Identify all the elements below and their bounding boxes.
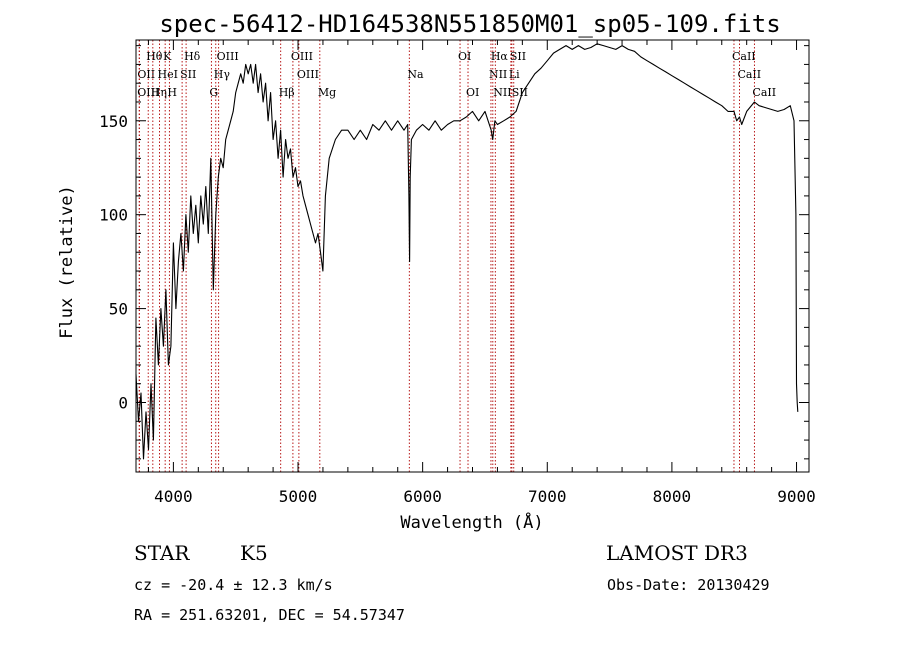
line-marker-label: NII [489, 68, 507, 81]
survey-name: LAMOST DR3 [606, 541, 748, 565]
coordinates: RA = 251.63201, DEC = 54.57347 [134, 606, 405, 624]
line-marker-label: NII [493, 86, 511, 99]
x-tick-label: 9000 [777, 487, 816, 506]
line-marker-label: K [163, 50, 172, 63]
line-marker-label: OI [458, 50, 471, 63]
x-tick-label: 8000 [653, 487, 692, 506]
x-tick-label: 4000 [154, 487, 193, 506]
object-subclass: K5 [240, 541, 268, 565]
x-tick-label: 7000 [528, 487, 567, 506]
obs-date: Obs-Date: 20130429 [607, 576, 770, 594]
line-marker-label: HeI [158, 68, 178, 81]
y-tick-label: 150 [99, 112, 128, 131]
series-layer [135, 43, 799, 460]
line-marker-label: SII [510, 50, 526, 63]
line-marker-label: CaII [752, 86, 776, 99]
x-axis-label: Wavelength (Å) [400, 511, 543, 533]
line-marker-label: SII [512, 86, 528, 99]
line-marker-label: Mg [318, 86, 336, 99]
y-tick-label: 50 [109, 300, 128, 319]
line-marker-label: Hδ [184, 50, 201, 63]
y-axis-label: Flux (relative) [57, 185, 77, 339]
line-marker-label: OIII [297, 68, 319, 81]
line-marker-label: OIII [137, 86, 159, 99]
line-marker-label: Hη [151, 86, 167, 99]
chart-title: spec-56412-HD164538N551850M01_sp05-109.f… [159, 10, 780, 38]
line-marker-label: Hθ [146, 50, 163, 63]
spectrum-line [135, 43, 799, 460]
plot-frame [135, 39, 810, 473]
line-marker-label: OIII [217, 50, 239, 63]
redshift-readout: cz = -20.4 ± 12.3 km/s [134, 576, 333, 594]
x-tick-label: 6000 [403, 487, 442, 506]
x-tick-label: 5000 [279, 487, 318, 506]
line-marker-label: OII [137, 68, 155, 81]
line-marker-label: OI [466, 86, 479, 99]
line-marker-label: Li [509, 68, 520, 81]
y-tick-label: 100 [99, 206, 128, 225]
line-marker-label: Hα [491, 50, 509, 63]
line-marker-label: Na [407, 68, 424, 81]
line-marker-label: H [167, 86, 177, 99]
line-marker-label: Hγ [214, 68, 231, 81]
object-class: STAR [134, 541, 190, 565]
y-tick-label: 0 [118, 394, 128, 413]
line-marker-label: G [209, 86, 218, 99]
line-marker-label: CaII [737, 68, 761, 81]
line-marker-label: OIII [291, 50, 313, 63]
line-marker-label: Hβ [279, 86, 295, 99]
line-marker-label: SII [180, 68, 196, 81]
line-marker-label: CaII [732, 50, 756, 63]
tick-layer: 4000 5000 6000 7000 8000 9000 0 50 100 150 [99, 40, 816, 506]
